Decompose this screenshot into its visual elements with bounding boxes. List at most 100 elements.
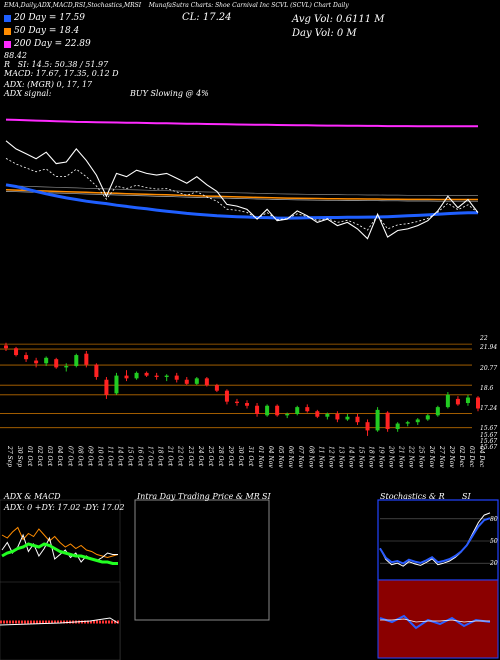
date-tick-label: 13 Nov [337, 446, 344, 468]
legend-swatch-200 [4, 40, 11, 48]
date-tick-label: 19 Nov [378, 446, 385, 468]
date-tick-label: 23 Oct [187, 445, 194, 467]
date-tick-label: 01 Oct [26, 446, 33, 467]
date-tick-label: 14 Nov [347, 446, 354, 468]
date-axis: 27 Sep 30 Sep 01 Oct 02 Oct 03 Oct 04 Oct 07 O… [6, 445, 485, 468]
ema-guide-line-1 [5, 185, 478, 196]
date-tick-label: 27 Nov [438, 445, 445, 468]
price-level-label: 15.67 [480, 432, 497, 439]
avg-vol-label: Avg Vol: 0.6111 M [292, 14, 385, 25]
date-tick-label: 25 Oct [207, 445, 214, 467]
price-level-label: 20.77 [479, 365, 497, 372]
adx-main-line [1, 542, 118, 565]
candle-body [455, 398, 460, 405]
candle-body [265, 405, 270, 416]
candle-body [255, 405, 260, 414]
candle-body [224, 390, 229, 402]
panel-title-si-2: SI [462, 492, 471, 501]
ema20-line [5, 183, 478, 220]
price-level-label: 21.94 [479, 344, 497, 351]
legend-item-50: 50 Day = 18.4 [4, 26, 79, 36]
date-tick-label: 21 Oct [167, 445, 174, 467]
date-tick-label: 20 Nov [388, 445, 395, 468]
si-signal-line [380, 618, 490, 623]
candle-body [54, 359, 59, 368]
candle-body [365, 422, 370, 431]
candle-body [124, 375, 129, 379]
close-label: CL: 17.24 [182, 12, 232, 23]
candle-body [285, 413, 290, 416]
candle-body [64, 366, 69, 368]
adx-signal: ADX signal: [4, 89, 52, 98]
day-vol-label: Day Vol: 0 M [292, 28, 357, 39]
macd-line: MACD: 17.67, 17.35, 0.12 D [4, 69, 119, 78]
date-tick-label: 21 Nov [398, 445, 405, 468]
panel-title-intraday: Intra Day Trading Price & MR [137, 492, 260, 501]
legend-label-200: 200 Day = 22.89 [14, 39, 91, 49]
candle-body [214, 385, 219, 391]
candle-body [24, 355, 29, 360]
date-tick-label: 11 Oct [106, 446, 113, 467]
candle-body [405, 422, 410, 424]
indicator-panels: 80 50 20 [0, 499, 499, 660]
candle-body [305, 407, 310, 412]
candle-body [335, 413, 340, 420]
extra-label: 88.42 [4, 51, 27, 60]
candle-body [476, 397, 480, 409]
r-line: R SI: 14.5: 50.38 / 51.97 [4, 60, 108, 69]
date-tick-label: 10 Oct [96, 446, 103, 467]
date-tick-label: 28 Oct [217, 445, 224, 467]
r-label: R [4, 60, 11, 69]
adx-neg-di-line [1, 526, 119, 559]
candle-body [325, 413, 330, 417]
date-tick-label: 04 Dec [478, 446, 485, 468]
candle-body [114, 375, 119, 394]
legend-item-200: 200 Day = 22.89 [4, 39, 91, 49]
date-tick-label: 18 Nov [368, 446, 375, 468]
date-tick-label: 02 Dec [458, 446, 465, 468]
date-tick-label: 07 Oct [66, 446, 73, 467]
candle-body [204, 378, 209, 386]
smooth-price-line [5, 158, 479, 231]
date-tick-label: 05 Nov [277, 446, 284, 468]
candle-body [194, 378, 199, 384]
candle-body [355, 416, 360, 423]
candle-body [345, 416, 350, 420]
stoch-d-line [379, 517, 491, 565]
legend-label-50: 50 Day = 18.4 [14, 26, 80, 36]
candle-body [315, 411, 320, 417]
stoch-level-label: 80 [490, 516, 498, 523]
stoch-k-line [379, 512, 491, 567]
candle-body [134, 372, 139, 379]
price-level-label: 15.67 [480, 444, 497, 451]
legend-label-20: 20 Day = 17.59 [14, 13, 86, 23]
candle-body [34, 360, 39, 364]
date-tick-label: 04 Nov [267, 446, 274, 468]
date-tick-label: 08 Nov [307, 446, 314, 468]
price-level-label: 18.6 [480, 385, 494, 392]
date-tick-label: 16 Oct [137, 446, 144, 467]
date-tick-label: 29 Oct [227, 445, 234, 467]
si-line [379, 614, 491, 630]
date-tick-label: 07 Nov [297, 446, 304, 468]
panel-title-adx: ADX & MACD [4, 492, 61, 501]
candle-body [144, 372, 149, 376]
date-tick-label: 22 Nov [408, 445, 415, 468]
candle-body [154, 375, 159, 377]
ema-panel [5, 118, 479, 240]
date-tick-label: 14 Oct [116, 446, 123, 467]
date-tick-label: 09 Oct [86, 446, 93, 467]
date-tick-label: 24 Oct [197, 445, 204, 467]
panel-title-stoch: Stochastics & R [380, 492, 445, 501]
date-tick-label: 30 Oct [237, 446, 244, 467]
date-tick-label: 03 Dec [468, 446, 475, 468]
candle-body [234, 401, 239, 404]
candle-body [94, 364, 99, 377]
date-tick-label: 30 Sep [16, 446, 23, 467]
date-tick-label: 08 Oct [76, 446, 83, 467]
date-tick-label: 11 Nov [317, 446, 324, 468]
candlestick-panel: 2221.9420.7718.617.2415.6715.6715.6715.6… [0, 335, 497, 451]
candle-body [174, 375, 179, 380]
candle-body [395, 423, 400, 430]
